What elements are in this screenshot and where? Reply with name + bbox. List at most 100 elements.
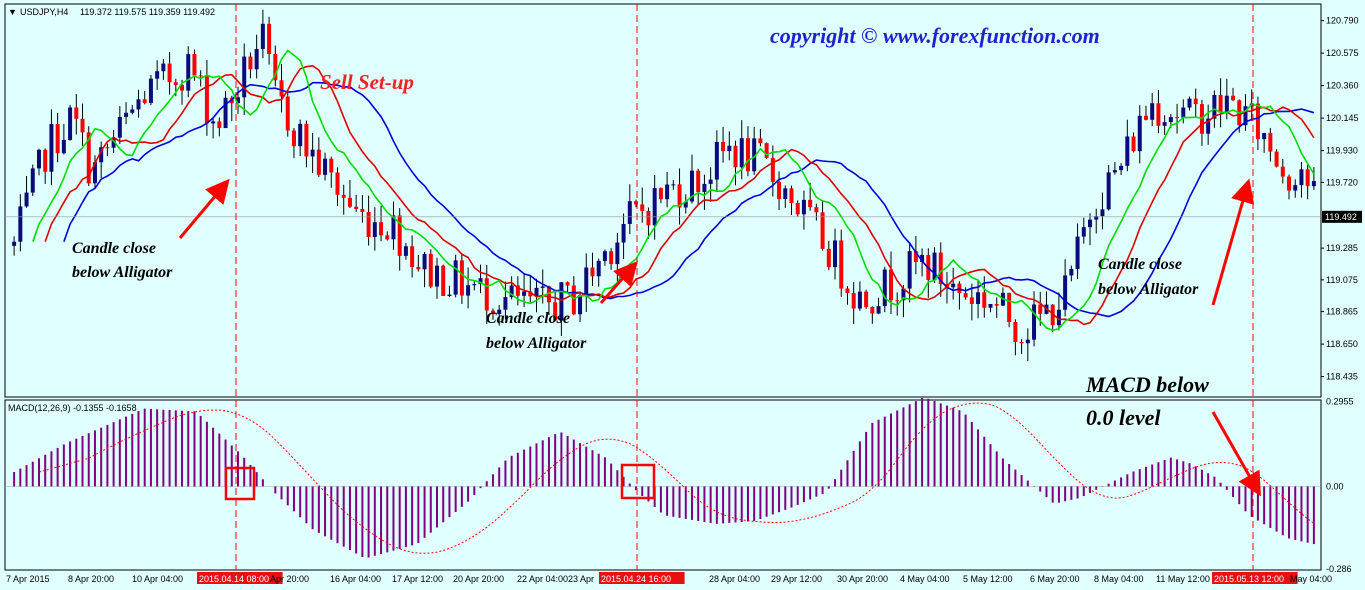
candle-body <box>826 248 831 268</box>
candle-body <box>976 292 981 305</box>
macd-layer <box>5 398 1321 558</box>
candle-body <box>74 107 79 119</box>
candle-body <box>173 82 178 85</box>
candle-body <box>621 223 626 243</box>
candle-body <box>490 310 495 315</box>
x-tick-highlight <box>599 572 685 584</box>
candle-body <box>969 297 974 305</box>
candle-body <box>99 147 104 163</box>
candle-body <box>347 197 352 207</box>
candle-body <box>242 56 247 98</box>
candle-body <box>1106 172 1111 210</box>
setup-title: Sell Set-up <box>320 70 414 94</box>
y-tick-label: 119.930 <box>1326 146 1358 156</box>
candle-body <box>839 240 844 289</box>
annotation-layer <box>178 4 1261 570</box>
y-tick-label: 118.650 <box>1326 339 1358 349</box>
candle-body <box>627 201 632 224</box>
candle-body <box>1218 94 1223 113</box>
macd-label: MACD(12,26,9) -0.1355 -0.1658 <box>8 403 137 413</box>
candle-body <box>354 206 359 209</box>
candle-body <box>696 170 701 193</box>
candle-body <box>472 284 477 286</box>
candle-body <box>615 242 620 265</box>
candle-body <box>80 118 85 133</box>
candle-body <box>1181 107 1186 118</box>
macd-y-tick-label: -0.286 <box>1326 564 1352 574</box>
alligator-teeth-line <box>44 64 1315 326</box>
candle-body <box>329 158 334 173</box>
candle-body <box>845 288 850 294</box>
arrow <box>599 260 638 304</box>
x-tick-label-highlight: 2015.04.14 08:00 <box>199 574 269 584</box>
candle-body <box>478 278 483 285</box>
candle-body <box>503 297 508 310</box>
macd-annotation-line1: MACD below <box>1085 372 1209 397</box>
candle-body <box>1143 115 1148 120</box>
candle-body <box>727 145 732 151</box>
candle-body <box>1299 169 1304 186</box>
annotation-2-line2: below Alligator <box>486 335 587 352</box>
candle-body <box>1150 103 1155 120</box>
candle-body <box>385 235 390 240</box>
candle-body <box>1019 341 1024 344</box>
candle-body <box>1063 275 1068 310</box>
candle-body <box>789 188 794 204</box>
candle-body <box>783 188 788 199</box>
candle-body <box>366 211 371 237</box>
candle-body <box>298 123 303 147</box>
y-tick-label: 120.575 <box>1326 48 1359 58</box>
candle-body <box>12 241 17 246</box>
candle-body <box>1287 176 1292 191</box>
candle-body <box>161 63 166 72</box>
candle-body <box>1187 98 1192 108</box>
candle-body <box>951 283 956 288</box>
x-tick-highlight <box>197 572 283 584</box>
x-tick-label: 29 Apr 12:00 <box>771 574 822 584</box>
candle-body <box>721 142 726 151</box>
candle-body <box>808 199 813 208</box>
candle-body <box>92 162 97 184</box>
candle-body <box>876 306 881 314</box>
candle-body <box>223 97 228 129</box>
candle-body <box>702 183 707 193</box>
candle-body <box>447 294 452 296</box>
candle-body <box>453 260 458 295</box>
candle-body <box>1056 309 1061 326</box>
candle-body <box>609 251 614 265</box>
candle-body <box>602 251 607 261</box>
alligator-lips-line <box>32 49 1315 332</box>
candle-body <box>1131 136 1136 152</box>
candle-body <box>441 265 446 296</box>
candle-body <box>777 181 782 199</box>
candle-body <box>1206 118 1211 134</box>
macd-y-tick-label: 0.2955 <box>1326 396 1354 406</box>
candle-body <box>1081 227 1086 237</box>
candle-body <box>403 246 408 256</box>
candle-body <box>148 78 153 103</box>
candle-body <box>870 307 875 314</box>
candle-body <box>1137 115 1142 152</box>
candle-body <box>30 168 35 193</box>
candle-body <box>192 54 197 76</box>
symbol-menu-icon[interactable]: ▼ <box>8 7 17 17</box>
candle-body <box>708 179 713 184</box>
candle-body <box>1255 103 1260 140</box>
candle-body <box>677 184 682 208</box>
candle-body <box>55 124 60 154</box>
candle-body <box>913 251 918 263</box>
candle-body <box>739 138 744 168</box>
candle-body <box>646 210 651 226</box>
candle-body <box>167 63 172 83</box>
macd-annotation-line2: 0.0 level <box>1086 405 1161 430</box>
candle-body <box>36 149 41 169</box>
candle-body <box>310 149 315 157</box>
x-tick-label: 5 May 12:00 <box>963 574 1013 584</box>
candle-body <box>186 54 191 91</box>
candle-body <box>1013 321 1018 342</box>
candle-body <box>584 267 589 296</box>
candle-body <box>559 282 564 321</box>
candle-body <box>254 48 259 70</box>
candle-body <box>920 254 925 263</box>
